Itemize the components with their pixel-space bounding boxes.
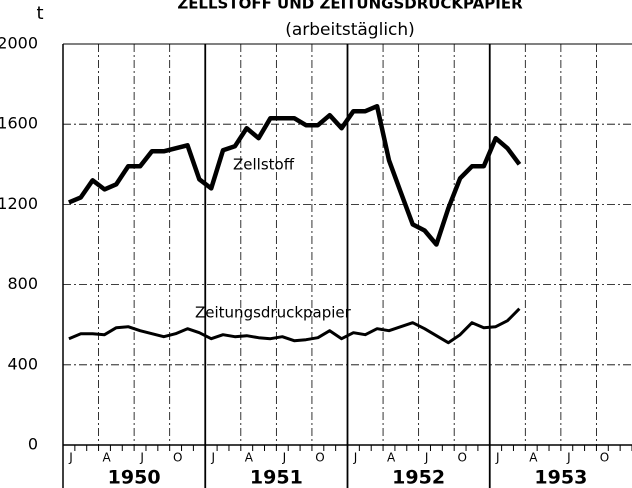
year-label: 1950 [108,467,161,488]
chart-subtitle: (arbeitstäglich) [285,20,415,40]
x-tick-label: J [139,451,144,465]
year-label: 1951 [250,467,303,488]
x-tick-label: J [68,451,73,465]
series-label: Zellstoff [233,156,295,174]
y-tick-label: 0 [28,435,38,454]
y-tick-label: 400 [7,354,38,373]
x-tick-label: A [245,451,254,465]
series-line [68,103,522,247]
x-tick-label: A [529,451,538,465]
x-tick-label: O [315,451,324,465]
y-axis-label: t [36,3,43,24]
chart-title: ZELLSTOFF UND ZEITUNGSDRUCKPAPIER [177,0,523,13]
y-tick-label: 800 [7,274,38,293]
year-label: 1952 [392,467,445,488]
year-label: 1953 [534,467,587,488]
x-tick-label: J [282,451,287,465]
series-label: Zeitungsdruckpapier [195,304,352,322]
x-tick-label: O [457,451,466,465]
x-tick-label: J [210,451,215,465]
y-tick-label: 2000 [0,34,38,53]
series-line [68,307,521,345]
x-tick-label: O [600,451,609,465]
x-tick-label: J [424,451,429,465]
x-tick-label: A [102,451,111,465]
y-tick-label: 1600 [0,114,38,133]
x-tick-label: J [353,451,358,465]
x-tick-label: O [173,451,182,465]
x-tick-label: J [566,451,571,465]
x-tick-label: A [387,451,396,465]
y-tick-label: 1200 [0,194,38,213]
x-tick-label: J [495,451,500,465]
